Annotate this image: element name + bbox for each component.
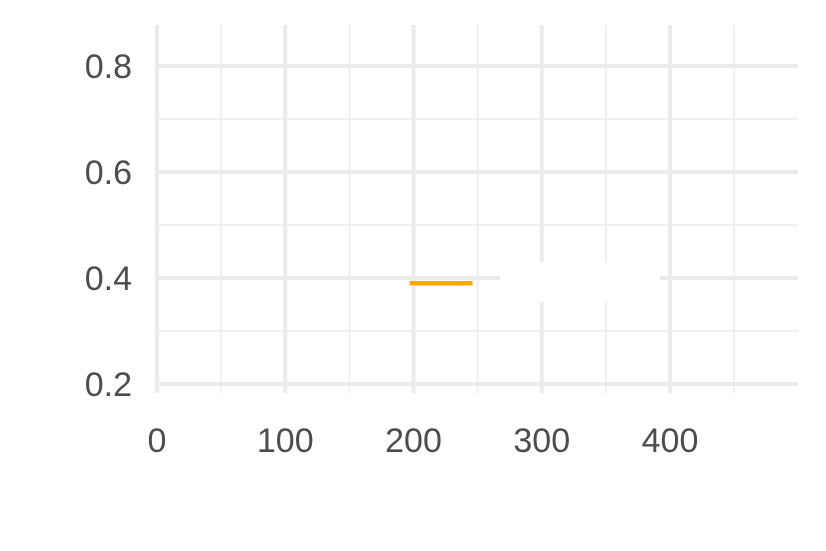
x-axis-tick-labels: 0 100 200 300 400 (148, 422, 699, 460)
y-axis-tick-labels: 0.2 0.4 0.6 0.8 (85, 48, 132, 404)
minor-gridlines (157, 25, 798, 393)
x-tick-label: 0 (148, 422, 167, 460)
y-tick-label: 0.8 (85, 48, 132, 86)
legend-key-background (500, 262, 660, 302)
x-tick-label: 400 (642, 422, 699, 460)
x-tick-label: 200 (385, 422, 442, 460)
y-tick-label: 0.6 (85, 154, 132, 192)
y-tick-label: 0.2 (85, 366, 132, 404)
y-tick-label: 0.4 (85, 260, 132, 298)
x-tick-label: 300 (513, 422, 570, 460)
legend (500, 262, 660, 302)
major-gridlines (155, 25, 798, 393)
x-tick-label: 100 (257, 422, 314, 460)
